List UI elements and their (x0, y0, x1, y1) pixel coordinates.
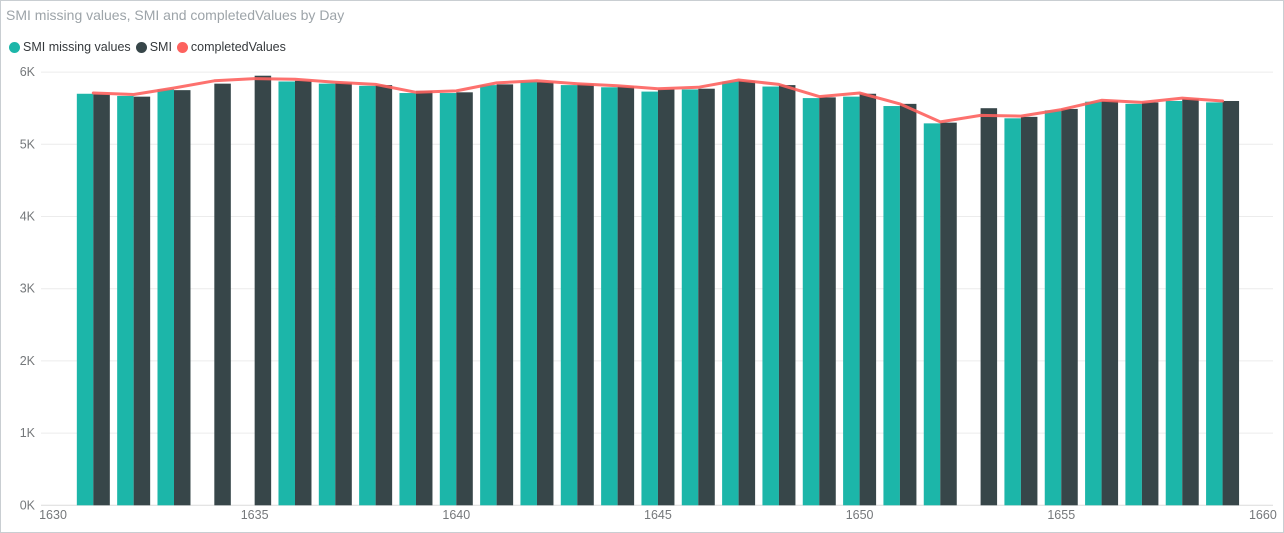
bar-smi-missing-values-1643[interactable] (560, 85, 578, 506)
legend-item-label: SMI missing values (23, 40, 131, 54)
y-axis-label-4K: 4K (20, 210, 36, 224)
legend-dot-icon (176, 41, 188, 53)
bar-smi-1652[interactable] (940, 122, 957, 506)
x-axis-label-1645: 1645 (644, 508, 672, 522)
bar-smi-1650[interactable] (859, 93, 877, 506)
bar-smi-missing-values-1649[interactable] (802, 98, 820, 506)
bar-smi-missing-values-1642[interactable] (520, 81, 537, 506)
y-axis-label-5K: 5K (20, 137, 36, 151)
legend: SMI missing values SMI completedValues (9, 40, 286, 54)
legend-item-label: SMI (149, 40, 172, 54)
bar-smi-1656[interactable] (1101, 100, 1119, 506)
bar-smi-missing-values-1641[interactable] (480, 85, 497, 506)
bar-smi-missing-values-1658[interactable] (1165, 100, 1183, 506)
bar-smi-1645[interactable] (657, 89, 675, 506)
bar-smi-1643[interactable] (577, 84, 594, 506)
bar-smi-1648[interactable] (778, 85, 796, 506)
bar-smi-missing-values-1659[interactable] (1206, 102, 1223, 506)
y-axis-label-0K: 0K (20, 498, 36, 512)
bar-smi-1636[interactable] (294, 80, 312, 506)
bar-smi-missing-values-1636[interactable] (278, 81, 295, 506)
bar-smi-missing-values-1650[interactable] (843, 96, 860, 506)
x-axis-label-1650: 1650 (846, 508, 874, 522)
x-axis-label-1655: 1655 (1047, 508, 1075, 522)
bar-smi-1653[interactable] (980, 108, 998, 506)
bar-smi-1658[interactable] (1182, 98, 1199, 506)
bar-smi-1634[interactable] (214, 83, 231, 506)
bar-smi-1637[interactable] (335, 82, 352, 506)
bar-smi-1632[interactable] (133, 96, 151, 506)
bar-smi-1641[interactable] (496, 84, 514, 506)
legend-item-smi-missing-values[interactable]: SMI missing values (9, 40, 131, 54)
bar-smi-1639[interactable] (415, 90, 433, 506)
legend-dot-icon (9, 41, 20, 53)
bar-smi-missing-values-1632[interactable] (117, 95, 134, 506)
bar-smi-1654[interactable] (1020, 116, 1038, 506)
y-axis-label-2K: 2K (20, 354, 36, 368)
bar-smi-1649[interactable] (819, 97, 836, 506)
bar-smi-missing-values-1655[interactable] (1044, 110, 1062, 506)
bar-smi-1647[interactable] (738, 80, 756, 506)
bar-smi-1659[interactable] (1222, 100, 1240, 506)
y-axis-label-6K: 6K (20, 65, 36, 79)
bar-smi-missing-values-1637[interactable] (318, 83, 336, 506)
bar-smi-1635[interactable] (254, 75, 272, 506)
x-axis-label-1630: 1630 (39, 508, 67, 522)
bar-smi-1633[interactable] (173, 90, 191, 506)
bar-smi-1631[interactable] (93, 94, 110, 506)
bar-smi-1644[interactable] (617, 86, 635, 506)
bar-smi-1651[interactable] (899, 103, 917, 506)
bar-smi-missing-values-1651[interactable] (883, 106, 900, 506)
y-axis-label-3K: 3K (20, 282, 36, 296)
x-axis-label-1640: 1640 (442, 508, 470, 522)
bar-smi-missing-values-1656[interactable] (1085, 101, 1102, 506)
completedvalues-line[interactable] (91, 77, 1225, 124)
bar-smi-missing-values-1657[interactable] (1125, 103, 1142, 506)
bar-smi-missing-values-1654[interactable] (1004, 118, 1021, 506)
bar-smi-missing-values-1640[interactable] (439, 93, 457, 506)
legend-item-label: completedValues (190, 40, 286, 54)
bar-smi-1638[interactable] (375, 85, 393, 506)
legend-item-completedvalues[interactable]: completedValues (176, 40, 286, 54)
bar-smi-missing-values-1647[interactable] (722, 81, 739, 506)
bar-smi-missing-values-1639[interactable] (399, 93, 416, 506)
bar-smi-missing-values-1652[interactable] (923, 123, 941, 506)
y-axis-label-1K: 1K (20, 426, 36, 440)
x-axis-label-1635: 1635 (241, 508, 269, 522)
bar-smi-1640[interactable] (456, 92, 473, 506)
x-axis-label-1660: 1660 (1249, 508, 1277, 522)
legend-dot-icon (135, 41, 147, 53)
bar-smi-missing-values-1648[interactable] (762, 86, 779, 506)
legend-item-smi[interactable]: SMI (135, 40, 172, 54)
bar-smi-missing-values-1638[interactable] (359, 85, 376, 506)
bar-smi-missing-values-1631[interactable] (76, 93, 94, 506)
bar-smi-missing-values-1644[interactable] (601, 87, 618, 506)
bar-smi-1642[interactable] (536, 82, 554, 506)
chart-title: SMI missing values, SMI and completedVal… (6, 7, 345, 23)
bar-smi-1646[interactable] (698, 88, 715, 506)
bar-smi-missing-values-1646[interactable] (681, 89, 699, 506)
bar-smi-missing-values-1633[interactable] (157, 89, 174, 506)
bar-smi-missing-values-1645[interactable] (641, 91, 658, 506)
bar-smi-1657[interactable] (1141, 102, 1159, 506)
bar-smi-1655[interactable] (1061, 108, 1078, 506)
